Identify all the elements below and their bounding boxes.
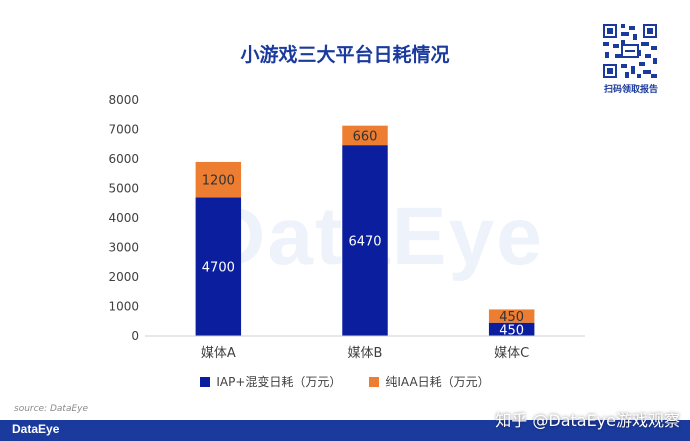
- data-label: 450: [499, 323, 524, 338]
- y-tick-label: 8000: [108, 93, 139, 107]
- data-label: 1200: [202, 174, 235, 189]
- bar-iap: [195, 197, 242, 336]
- bar-iap: [488, 322, 535, 336]
- x-tick-label: 媒体C: [494, 346, 529, 361]
- legend-swatch-iaa: [369, 376, 380, 387]
- y-tick-label: 6000: [108, 152, 139, 166]
- y-tick-label: 5000: [108, 182, 139, 196]
- y-tick-label: 0: [131, 329, 139, 343]
- y-tick-label: 4000: [108, 211, 139, 225]
- qr-code: [601, 22, 659, 80]
- footer-credit: 知乎 @DataEye游戏观察: [495, 411, 680, 430]
- source-note: source: DataEye: [14, 404, 89, 414]
- bar-iaa: [195, 161, 242, 198]
- data-label: 660: [353, 129, 378, 144]
- qr-caption: 扫码领取报告: [603, 85, 658, 95]
- y-axis: 0 1000 2000 3000 4000 5000 6000 7000 8000: [108, 93, 139, 343]
- data-label: 4700: [202, 261, 235, 276]
- y-tick-label: 3000: [108, 241, 139, 255]
- x-axis: 媒体A 媒体B 媒体C: [201, 346, 529, 361]
- legend-swatch-iap: [200, 376, 211, 387]
- y-tick-label: 1000: [108, 300, 139, 314]
- legend-label-iaa: 纯IAA日耗（万元）: [385, 375, 490, 389]
- y-tick-label: 2000: [108, 270, 139, 284]
- bar-iaa: [488, 309, 535, 323]
- x-tick-label: 媒体A: [201, 346, 236, 361]
- x-tick-label: 媒体B: [348, 346, 383, 361]
- bar-iap: [342, 145, 388, 336]
- y-tick-label: 7000: [108, 123, 139, 137]
- legend-label-iap: IAP+混变日耗（万元）: [216, 375, 342, 389]
- legend-item-iap: IAP+混变日耗（万元）: [200, 373, 341, 390]
- legend: IAP+混变日耗（万元） 纯IAA日耗（万元）: [0, 373, 690, 390]
- data-label: 450: [499, 310, 524, 325]
- footer-logo: DataEye: [12, 422, 60, 436]
- footer-bar: DataEye: [0, 420, 690, 441]
- legend-item-iaa: 纯IAA日耗（万元）: [369, 373, 490, 390]
- bar-iaa: [342, 125, 388, 146]
- data-label: 6470: [348, 235, 381, 250]
- chart-title: 小游戏三大平台日耗情况: [240, 44, 450, 66]
- qr-code-icon: [601, 22, 659, 80]
